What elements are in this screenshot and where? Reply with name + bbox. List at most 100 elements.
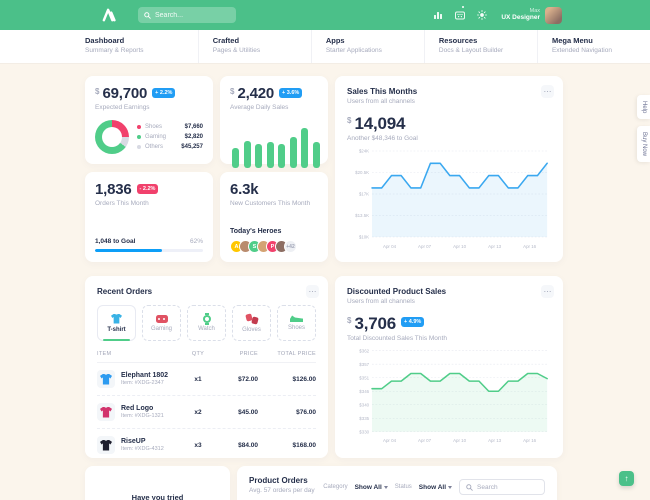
tab-shoes[interactable]: Shoes bbox=[277, 305, 316, 341]
card-menu-button[interactable] bbox=[306, 285, 319, 298]
tab-tshirt[interactable]: T-shirt bbox=[97, 305, 136, 341]
search-input[interactable] bbox=[155, 11, 225, 19]
card-menu-button[interactable] bbox=[541, 285, 554, 298]
product-thumbnail bbox=[97, 436, 115, 454]
donut-hole bbox=[102, 127, 122, 147]
more-heroes-count[interactable]: +42 bbox=[284, 240, 297, 253]
product-orders-title: Product Orders bbox=[249, 476, 308, 485]
sales-month-value: 14,094 bbox=[354, 114, 406, 133]
avg-daily-sales-card: $ 2,420 + 3.6% Average Daily Sales bbox=[220, 76, 328, 168]
dashboard-content: $ 69,700 + 2.2% Expected Earnings Shoes … bbox=[0, 63, 650, 500]
discounted-delta-badge: + 4.9% bbox=[401, 317, 425, 327]
sales-goal-text: Another $48,346 to Goal bbox=[347, 135, 418, 142]
svg-text:$340: $340 bbox=[359, 402, 369, 407]
product-thumbnail bbox=[97, 370, 115, 388]
avg-sales-delta-badge: + 3.6% bbox=[279, 88, 303, 98]
nav-sublabel: Extended Navigation bbox=[551, 47, 612, 54]
tshirt-icon bbox=[100, 406, 112, 418]
heroes-title: Today's Heroes bbox=[230, 228, 282, 235]
sales-card-title: Sales This Months bbox=[347, 87, 418, 96]
apps-grid-icon[interactable] bbox=[454, 5, 465, 21]
orders-value: 1,836 bbox=[95, 181, 132, 198]
currency-symbol: $ bbox=[95, 87, 100, 96]
tshirt-icon bbox=[111, 313, 122, 324]
svg-text:$17K: $17K bbox=[359, 192, 369, 197]
nav-label: Dashboard bbox=[85, 36, 125, 45]
svg-text:$20.5K: $20.5K bbox=[355, 170, 369, 175]
nav-sublabel: Starter Applications bbox=[325, 47, 382, 54]
svg-text:Apr 16: Apr 16 bbox=[523, 438, 537, 443]
nav-label: Resources bbox=[438, 36, 478, 45]
sales-month-card: Sales This Months Users from all channel… bbox=[335, 76, 563, 262]
scroll-top-button[interactable] bbox=[619, 471, 634, 486]
svg-text:$362: $362 bbox=[359, 348, 369, 353]
tshirt-icon bbox=[100, 439, 112, 451]
svg-text:Apr 10: Apr 10 bbox=[453, 438, 467, 443]
earnings-delta-badge: + 2.2% bbox=[152, 88, 176, 98]
discounted-label: Total Discounted Sales This Month bbox=[347, 335, 447, 342]
legend-dot bbox=[137, 125, 141, 129]
svg-text:$357: $357 bbox=[359, 362, 369, 367]
notification-dot bbox=[461, 5, 465, 8]
nav-item-crafted[interactable]: Crafted Pages & Utilities bbox=[197, 30, 311, 63]
app-logo-icon[interactable] bbox=[102, 8, 118, 22]
help-side-tab[interactable]: Help bbox=[637, 95, 650, 120]
svg-text:$335: $335 bbox=[359, 416, 369, 421]
promo-card: Have you tried bbox=[85, 466, 230, 500]
nav-item-resources[interactable]: Resources Docs & Layout Builder bbox=[423, 30, 537, 63]
chevron-down-icon bbox=[383, 486, 388, 489]
sales-card-subtitle: Users from all channels bbox=[347, 98, 415, 105]
status-filter-select[interactable]: Show All bbox=[419, 484, 452, 491]
table-row[interactable]: Elephant 1802 Item: #XDG-2347 x1 $72.00 … bbox=[97, 363, 316, 396]
svg-text:$10K: $10K bbox=[359, 235, 369, 240]
orders-search[interactable] bbox=[459, 479, 545, 495]
table-row[interactable]: RiseUP Item: #XDG-4312 x3 $84.00 $168.00 bbox=[97, 429, 316, 461]
orders-table: ITEM QTY PRICE TOTAL PRICE Elephant 1802… bbox=[97, 351, 316, 461]
tshirt-icon bbox=[100, 373, 112, 385]
tab-gloves[interactable]: Gloves bbox=[232, 305, 271, 341]
avg-daily-sales-label: Average Daily Sales bbox=[230, 104, 289, 111]
daily-sales-bar-chart bbox=[230, 124, 320, 168]
gloves-icon bbox=[246, 314, 258, 324]
global-search[interactable] bbox=[138, 7, 236, 23]
svg-text:$346: $346 bbox=[359, 389, 369, 394]
user-avatar[interactable] bbox=[545, 6, 562, 24]
nav-label: Mega Menu bbox=[551, 36, 593, 45]
category-filter-select[interactable]: Show All bbox=[355, 484, 388, 491]
svg-text:Apr 04: Apr 04 bbox=[383, 438, 397, 443]
tab-gaming[interactable]: Gaming bbox=[142, 305, 181, 341]
shoes-icon bbox=[290, 315, 303, 322]
discounted-sales-card: Discounted Product Sales Users from all … bbox=[335, 276, 563, 458]
product-orders-subtitle: Avg. 57 orders per day bbox=[249, 487, 315, 494]
user-role: UX Designer bbox=[501, 14, 540, 22]
watch-icon bbox=[202, 312, 211, 325]
new-customers-label: New Customers This Month bbox=[230, 200, 311, 207]
table-row[interactable]: Red Logo Item: #XDG-1321 x2 $45.00 $76.0… bbox=[97, 396, 316, 429]
recent-orders-card: Recent Orders T-shirt Gaming Watch Glov bbox=[85, 276, 328, 458]
theme-sun-icon[interactable] bbox=[476, 10, 487, 21]
nav-item-dashboard[interactable]: Dashboard Summary & Reports bbox=[85, 30, 198, 63]
orders-search-input[interactable] bbox=[477, 483, 537, 491]
tab-watch[interactable]: Watch bbox=[187, 305, 226, 341]
card-menu-button[interactable] bbox=[541, 85, 554, 98]
nav-item-apps[interactable]: Apps Starter Applications bbox=[310, 30, 424, 63]
main-nav: Dashboard Summary & Reports Crafted Page… bbox=[0, 30, 650, 63]
goal-percent: 62% bbox=[189, 238, 203, 245]
earnings-donut-chart bbox=[95, 120, 129, 154]
stats-icon[interactable] bbox=[432, 10, 443, 21]
sales-line-chart: $24K $20.5K $17K $13.5K $10K Apr 04 Apr 07 Apr … bbox=[347, 146, 551, 250]
search-icon bbox=[144, 11, 151, 19]
svg-text:Apr 16: Apr 16 bbox=[523, 244, 536, 249]
user-menu[interactable]: Max UX Designer bbox=[501, 6, 562, 24]
expected-earnings-value: 69,700 bbox=[102, 85, 148, 102]
expected-earnings-card: $ 69,700 + 2.2% Expected Earnings Shoes … bbox=[85, 76, 213, 164]
discounted-value: 3,706 bbox=[354, 314, 396, 333]
svg-text:Apr 04: Apr 04 bbox=[383, 244, 396, 249]
nav-item-mega-menu[interactable]: Mega Menu Extended Navigation bbox=[536, 30, 650, 63]
goal-progress-fill bbox=[95, 249, 162, 252]
product-category-tabs: T-shirt Gaming Watch Gloves Shoes bbox=[97, 305, 316, 341]
search-icon bbox=[466, 483, 473, 491]
recent-orders-title: Recent Orders bbox=[97, 287, 153, 296]
buy-now-side-tab[interactable]: Buy Now bbox=[637, 126, 650, 163]
svg-text:Apr 13: Apr 13 bbox=[488, 438, 502, 443]
